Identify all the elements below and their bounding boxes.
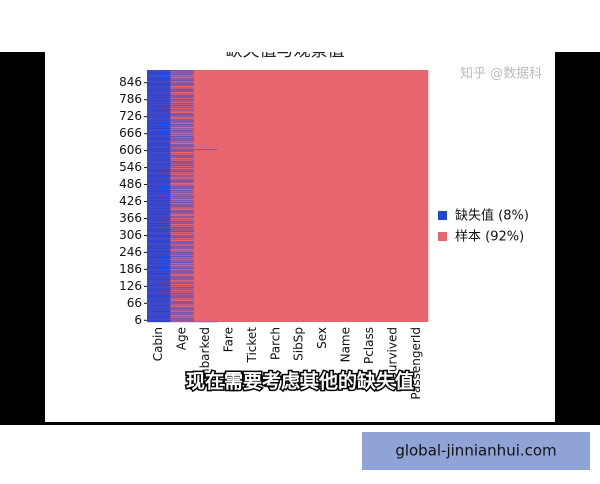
x-tick-label: Pclass	[362, 327, 376, 364]
cell-column	[334, 70, 358, 322]
y-tick-label: 126	[119, 279, 142, 293]
video-subtitle: 现在需要考虑其他的缺失值	[186, 370, 414, 393]
cell-column	[264, 70, 288, 322]
y-tick-label: 666	[119, 126, 142, 140]
legend-label: 缺失值 (8%)	[455, 208, 529, 224]
y-tick-label: 486	[119, 177, 142, 191]
y-tick-label: 366	[119, 211, 142, 225]
y-tick-label: 606	[119, 143, 142, 157]
cell-column	[241, 70, 265, 322]
cell-column	[217, 70, 241, 322]
y-tick-label: 426	[119, 194, 142, 208]
watermark: 知乎 @数据科	[460, 66, 542, 82]
cell-column	[288, 70, 312, 322]
link-text[interactable]: global-jinnianhui.com	[395, 442, 556, 460]
cell-column	[358, 70, 382, 322]
y-tick-label: 726	[119, 109, 142, 123]
x-tick-label: Parch	[268, 327, 282, 360]
legend-label: 样本 (92%)	[455, 230, 524, 245]
y-tick-label: 186	[119, 262, 142, 276]
chart-title: 缺失值与观察值	[226, 41, 345, 61]
y-tick-label: 546	[119, 160, 142, 174]
legend-swatch	[438, 232, 447, 241]
y-tick-label: 6	[134, 313, 142, 327]
x-tick-label: SibSp	[292, 327, 306, 361]
cell-column	[194, 70, 218, 322]
x-tick-label: Name	[339, 327, 353, 362]
cell-column	[381, 70, 405, 322]
y-tick-label: 846	[119, 75, 142, 89]
x-tick-label: Sex	[315, 327, 329, 349]
x-tick-label: Age	[175, 327, 189, 350]
cell-column	[405, 70, 429, 322]
y-tick-label: 66	[127, 296, 142, 310]
x-tick-label: Fare	[221, 327, 235, 352]
x-tick-label: Cabin	[151, 327, 165, 361]
legend-swatch	[438, 211, 447, 220]
y-tick-label: 786	[119, 92, 142, 106]
y-tick-label: 246	[119, 245, 142, 259]
x-tick-label: Ticket	[245, 327, 259, 364]
cell-column	[311, 70, 335, 322]
y-tick-label: 306	[119, 228, 142, 242]
